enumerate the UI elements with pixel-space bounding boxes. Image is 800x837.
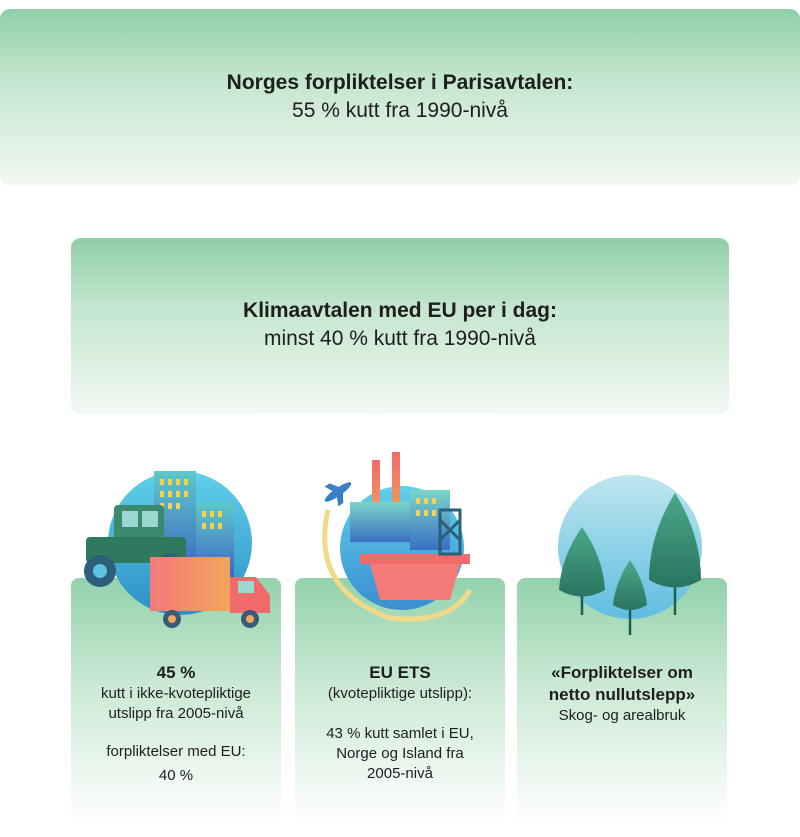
paris-title: Norges forpliktelser i Parisavtalen: [226,71,574,94]
card-3-headline1: «Forpliktelser om [551,663,693,682]
card-1-line1: kutt i ikke-kvotepliktige [100,685,252,702]
card-2-line4: 2005-nivå [367,765,433,782]
industry-airplane-oil-platform-icon [322,452,473,622]
city-farm-truck-icon [84,471,270,628]
card-2-line2: 43 % kutt samlet i EU, [326,725,474,742]
paris-subtitle: 55 % kutt fra 1990-nivå [292,99,508,122]
card-2-line1: (kvotepliktige utslipp): [327,685,473,702]
card-1-headline: 45 % [156,663,196,682]
eu-title: Klimaavtalen med EU per i dag: [243,299,557,322]
card-2-line3: Norge og Island fra [336,745,464,762]
forest-trees-icon [558,475,702,635]
eu-subtitle: minst 40 % kutt fra 1990-nivå [264,327,536,350]
card-2-headline: EU ETS [369,663,431,682]
card-1-line2: utslipp fra 2005-nivå [108,705,244,722]
card-3-headline2: netto nullutslepp» [548,685,696,704]
card-forest: «Forpliktelser om netto nullutslepp» Sko… [517,578,727,837]
paris-agreement-box: Norges forpliktelser i Parisavtalen: 55 … [0,9,800,186]
card-1-line4: 40 % [158,767,194,784]
eu-agreement-box: Klimaavtalen med EU per i dag: minst 40 … [71,238,729,414]
card-3-line1: Skog- og arealbruk [558,707,686,724]
card-1-line3: forpliktelser med EU: [106,743,246,760]
